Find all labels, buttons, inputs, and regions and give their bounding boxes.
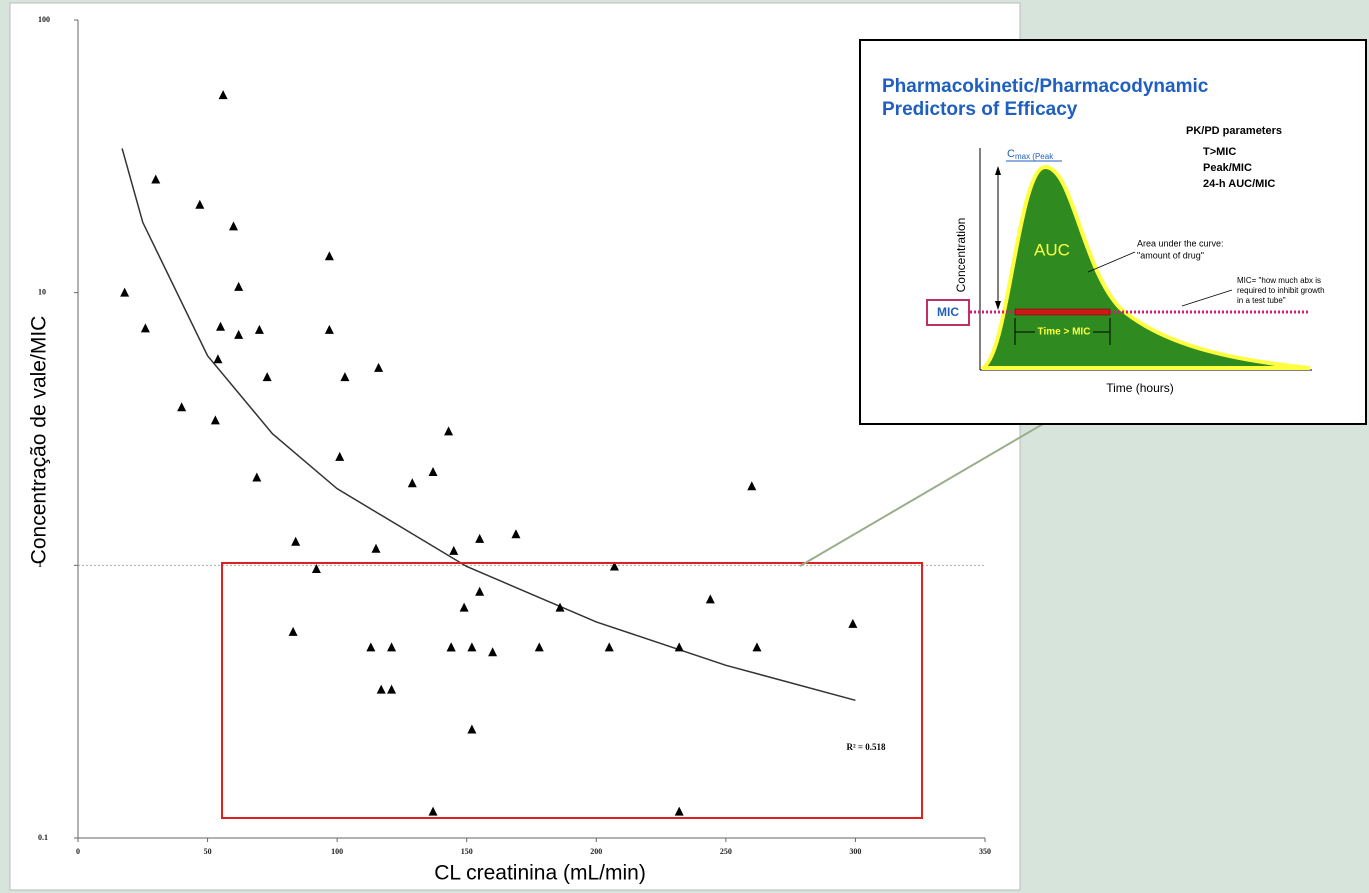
data-point: [335, 451, 345, 461]
data-point: [467, 642, 477, 652]
data-point: [407, 478, 417, 488]
data-point: [177, 402, 187, 412]
data-point: [446, 642, 456, 652]
cmax: C: [1007, 148, 1015, 160]
data-point: [291, 536, 301, 546]
x-tick-label: 300: [849, 847, 861, 856]
data-point: [374, 362, 384, 372]
data-point: [120, 287, 130, 297]
data-point: [252, 472, 262, 482]
y-tick-label: 1: [38, 560, 42, 569]
x-tick-label: 100: [331, 847, 343, 856]
data-point: [228, 221, 238, 231]
auc-pointer: [1087, 251, 1136, 273]
y-tick-label: 10: [38, 287, 46, 296]
data-point: [311, 563, 321, 573]
data-point: [216, 321, 226, 331]
x-tick-label: 350: [979, 847, 991, 856]
concentration-curve: [980, 164, 1311, 370]
data-point: [376, 684, 386, 694]
data-point: [467, 724, 477, 734]
data-point: [262, 372, 272, 382]
data-point: [371, 543, 381, 553]
auc-label: AUC: [1034, 240, 1070, 259]
data-point: [324, 324, 334, 334]
y-axis-title: Concentração de vale/MIC: [28, 316, 51, 565]
data-point: [674, 642, 684, 652]
data-point: [747, 481, 757, 491]
data-point: [210, 415, 220, 425]
data-point: [195, 199, 205, 209]
data-point: [555, 602, 565, 612]
data-point: [428, 466, 438, 476]
data-point: [674, 806, 684, 816]
parameter: Peak/MIC: [1203, 162, 1252, 174]
data-point: [140, 323, 150, 333]
data-point: [459, 602, 469, 612]
data-point: [449, 545, 459, 555]
inset-x-label: Time (hours): [1106, 381, 1174, 395]
auc-note: "amount of drug": [1137, 250, 1204, 260]
data-point: [151, 174, 161, 184]
data-point: [234, 281, 244, 291]
data-point: [475, 533, 485, 543]
data-point: [444, 426, 454, 436]
x-tick-label: 150: [461, 847, 473, 856]
chart-panel: [9, 2, 1021, 891]
x-axis-title: CL creatinina (mL/min): [434, 862, 646, 885]
mic-pointer: [1181, 289, 1233, 307]
highlight-box: [221, 562, 923, 819]
parameter: T>MIC: [1203, 146, 1236, 158]
data-point: [340, 372, 350, 382]
data-point: [604, 642, 614, 652]
plot: 0 50 100 150 200 250 300 350 0.1 1 10 100: [38, 15, 991, 856]
data-point: [475, 586, 485, 596]
x-tick-label: 0: [76, 847, 80, 856]
data-point: [213, 354, 223, 364]
data-point: [752, 642, 762, 652]
x-tick-label: 250: [720, 847, 732, 856]
data-point: [387, 684, 397, 694]
inset-y-label: Concentration: [954, 218, 968, 293]
parameters-heading: PK/PD parameters: [1186, 125, 1282, 137]
data-point: [488, 647, 498, 657]
cmax-label: Cmax (Peak: [1007, 148, 1054, 161]
y-tick-label: 0.1: [38, 833, 48, 842]
x-tick-label: 50: [204, 847, 212, 856]
mic-note: MIC= "how much abx is: [1237, 276, 1321, 285]
mic-note: in a test tube": [1237, 296, 1286, 305]
data-point: [324, 251, 334, 261]
data-point: [254, 324, 264, 334]
data-point: [511, 529, 521, 539]
mic-note: required to inhibit growth: [1237, 286, 1325, 295]
r-squared: R² = 0.518: [846, 742, 886, 752]
auc-note: Area under the curve:: [1137, 238, 1224, 248]
data-point: [366, 642, 376, 652]
data-point: [534, 642, 544, 652]
cmax-sub: max (Peak: [1015, 152, 1054, 161]
parameter: 24-h AUC/MIC: [1203, 178, 1275, 190]
data-point: [218, 90, 228, 100]
time-mic-label: Time > MIC: [1038, 327, 1091, 338]
data-point: [609, 561, 619, 571]
data-point: [288, 626, 298, 636]
data-point: [234, 329, 244, 339]
data-point: [428, 806, 438, 816]
mic-box: [926, 299, 970, 326]
mic-label: MIC: [937, 305, 959, 319]
time-above-mic-bar: [1014, 308, 1111, 316]
pkpd-inset: Pharmacokinetic/Pharmacodynamic Predicto…: [859, 39, 1367, 425]
data-point: [705, 594, 715, 604]
inset-title: Pharmacokinetic/Pharmacodynamic: [882, 76, 1209, 97]
y-tick-label: 100: [38, 15, 50, 24]
data-point: [848, 618, 858, 628]
data-point: [387, 642, 397, 652]
x-tick-label: 200: [590, 847, 602, 856]
time-label-bg: [1035, 325, 1093, 339]
inset-title: Predictors of Efficacy: [882, 99, 1078, 120]
